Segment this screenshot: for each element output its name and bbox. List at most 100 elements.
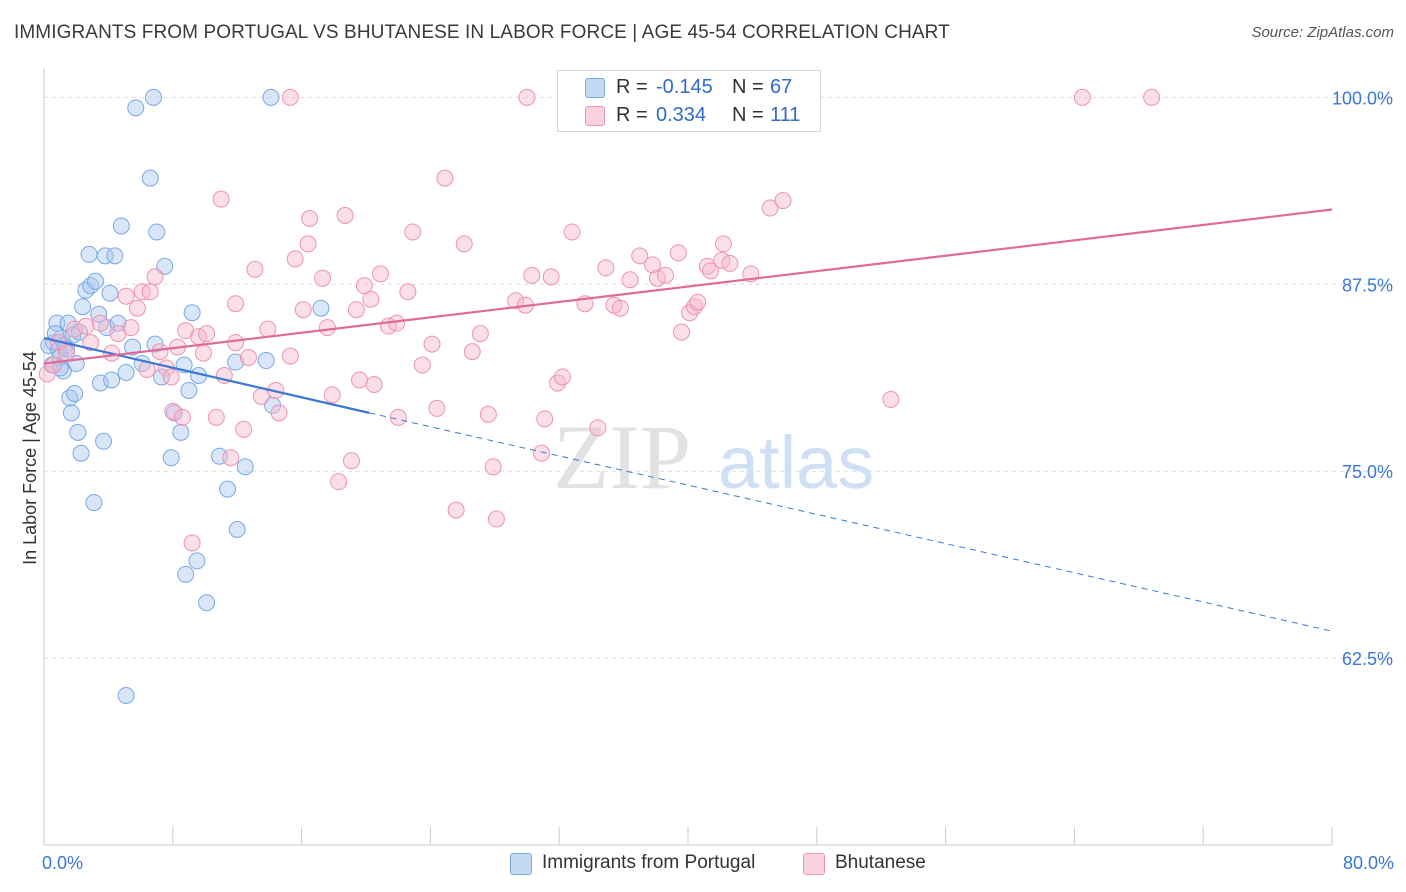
data-point-bhutanese (471, 325, 489, 343)
data-point-bhutanese (222, 449, 240, 467)
data-point-portugal (236, 458, 254, 476)
data-point-bhutanese (542, 268, 560, 286)
data-point-bhutanese (1143, 88, 1161, 106)
data-point-bhutanese (323, 386, 341, 404)
data-point-bhutanese (318, 319, 336, 337)
data-point-bhutanese (164, 402, 182, 420)
data-point-bhutanese (66, 320, 84, 338)
data-point-bhutanese (246, 260, 264, 278)
data-point-bhutanese (487, 510, 505, 528)
source-label: Source: ZipAtlas.com (1251, 24, 1394, 41)
data-point-portugal (69, 423, 87, 441)
data-point-portugal (90, 305, 108, 323)
data-point-bhutanese (128, 299, 146, 317)
data-point-bhutanese (301, 209, 319, 227)
data-point-bhutanese (362, 290, 380, 308)
data-point-bhutanese (388, 314, 406, 332)
data-point-bhutanese (669, 244, 687, 262)
data-point-portugal (153, 368, 171, 386)
data-point-bhutanese (286, 250, 304, 268)
bhutanese-swatch (803, 853, 825, 875)
data-point-bhutanese (45, 356, 63, 374)
data-point-bhutanese (77, 317, 95, 335)
data-point-bhutanese (428, 399, 446, 417)
data-point-bhutanese (365, 375, 383, 393)
data-point-bhutanese (294, 301, 312, 319)
data-point-bhutanese (553, 368, 571, 386)
data-point-portugal (85, 494, 103, 512)
data-point-bhutanese (330, 473, 348, 491)
data-point-portugal (156, 257, 174, 275)
y-tick-label: 75.0% (1342, 462, 1393, 482)
data-point-portugal (82, 277, 100, 295)
data-point-portugal (117, 686, 135, 704)
legend-label-bhutanese: Bhutanese (835, 852, 926, 873)
gridlines (44, 96, 1395, 659)
n-value: 111 (770, 104, 801, 126)
data-point-bhutanese (631, 247, 649, 265)
legend-label-portugal: Immigrants from Portugal (542, 852, 756, 873)
data-point-portugal (198, 594, 216, 612)
data-point-portugal (188, 552, 206, 570)
data-point-bhutanese (1073, 88, 1091, 106)
data-point-portugal (96, 247, 114, 265)
data-point-bhutanese (714, 235, 732, 253)
axis-labels: 100.0% 87.5% 75.0% 62.5% 0.0% 80.0% In Labor F… (20, 88, 1394, 873)
data-point-portugal (127, 99, 145, 117)
data-point-bhutanese (761, 199, 779, 217)
data-point-bhutanese (146, 268, 164, 286)
data-point-bhutanese (536, 410, 554, 428)
y-axis-label: In Labor Force | Age 45-54 (20, 351, 40, 565)
data-point-bhutanese (479, 405, 497, 423)
data-points (38, 88, 1161, 704)
data-point-bhutanese (371, 265, 389, 283)
data-point-bhutanese (82, 334, 100, 352)
data-point-portugal (106, 247, 124, 265)
data-point-portugal (117, 364, 135, 382)
portugal-swatch (585, 78, 605, 98)
data-point-bhutanese (774, 192, 792, 210)
y-tick-label: 100.0% (1332, 88, 1393, 108)
data-point-portugal (144, 88, 162, 106)
data-point-bhutanese (235, 420, 253, 438)
data-point-portugal (180, 381, 198, 399)
data-point-bhutanese (563, 223, 581, 241)
watermark: ZIP atlas (553, 406, 874, 508)
data-point-bhutanese (227, 295, 245, 313)
data-point-bhutanese (656, 266, 674, 284)
data-point-portugal (87, 272, 105, 290)
y-tick-label: 62.5% (1342, 649, 1393, 669)
correlation-legend: R = -0.145 N = 67 R = 0.334 N = 111 (557, 70, 821, 132)
data-point-portugal (80, 245, 98, 263)
data-point-bhutanese (689, 293, 707, 311)
data-point-bhutanese (455, 235, 473, 253)
data-point-bhutanese (423, 335, 441, 353)
data-point-portugal (257, 352, 275, 370)
data-point-portugal (95, 432, 113, 450)
data-point-bhutanese (413, 356, 431, 374)
trend-lines (43, 208, 1333, 632)
data-point-bhutanese (38, 365, 56, 383)
data-point-bhutanese (151, 343, 169, 361)
data-point-portugal (141, 169, 159, 187)
data-point-portugal (219, 480, 237, 498)
data-point-portugal (228, 521, 246, 539)
data-point-portugal (124, 338, 142, 356)
n-label: N = (732, 104, 764, 126)
data-point-bhutanese (523, 266, 541, 284)
r-label: R = (616, 104, 648, 126)
data-point-bhutanese (532, 444, 550, 462)
chart-title: IMMIGRANTS FROM PORTUGAL VS BHUTANESE IN… (14, 22, 950, 43)
data-point-bhutanese (698, 257, 716, 275)
watermark-atlas: atlas (718, 421, 874, 504)
data-point-bhutanese (58, 344, 76, 362)
x-tick-label: 0.0% (42, 853, 83, 873)
axes (43, 68, 1333, 846)
data-point-bhutanese (212, 190, 230, 208)
data-point-bhutanese (227, 334, 245, 352)
data-point-portugal (112, 217, 130, 235)
data-point-portugal (72, 444, 90, 462)
data-point-bhutanese (484, 458, 502, 476)
data-point-bhutanese (270, 404, 288, 422)
data-point-bhutanese (162, 368, 180, 386)
